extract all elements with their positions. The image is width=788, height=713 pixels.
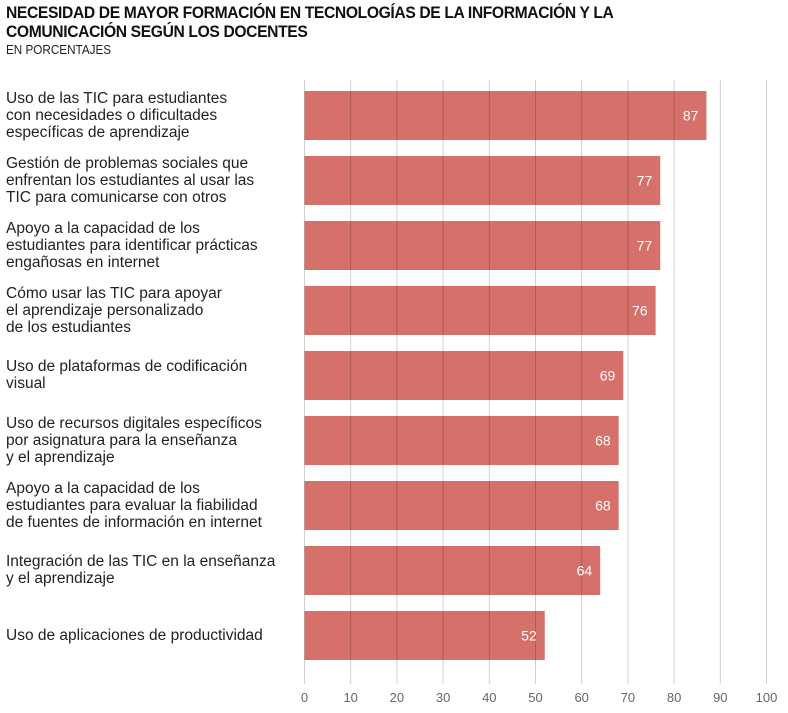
x-tick-label: 50 [528, 690, 542, 705]
category-label: Uso de aplicaciones de productividad [6, 610, 301, 660]
x-tick-label: 40 [482, 690, 496, 705]
category-label: Uso de recursos digitales específicos por… [6, 414, 301, 466]
bar [304, 481, 619, 530]
data-label: 69 [600, 368, 616, 384]
bar [304, 286, 656, 335]
bar [304, 156, 661, 205]
data-label: 76 [632, 303, 648, 319]
bar [304, 546, 601, 595]
category-label-text: Uso de recursos digitales específicos por… [6, 414, 262, 466]
x-tick-label: 100 [756, 690, 778, 705]
category-label-text: Gestión de problemas sociales que enfrent… [6, 154, 255, 206]
data-label: 52 [521, 628, 537, 644]
x-tick-label: 70 [621, 690, 635, 705]
data-label: 87 [683, 108, 699, 124]
category-label: Cómo usar las TIC para apoyar el aprendiz… [6, 284, 301, 336]
x-tick-label: 80 [667, 690, 681, 705]
category-label-text: Integración de las TIC en la enseñanza y … [6, 553, 276, 587]
category-label: Gestión de problemas sociales que enfrent… [6, 154, 301, 206]
category-label-text: Uso de aplicaciones de productividad [6, 626, 263, 644]
category-label-text: Uso de las TIC para estudiantes con neces… [6, 89, 228, 141]
category-label-text: Uso de plataformas de codificación visual [6, 358, 248, 392]
category-label-text: Apoyo a la capacidad de los estudiantes p… [6, 219, 258, 271]
category-label: Uso de plataformas de codificación visual [6, 350, 301, 400]
bar [304, 221, 661, 270]
bar [304, 351, 624, 400]
bar [304, 611, 545, 660]
x-tick-label: 60 [574, 690, 588, 705]
category-label: Apoyo a la capacidad de los estudiantes p… [6, 219, 301, 271]
bar [304, 416, 619, 465]
data-label: 68 [595, 498, 611, 514]
category-label-text: Apoyo a la capacidad de los estudiantes p… [6, 479, 262, 531]
category-label: Apoyo a la capacidad de los estudiantes p… [6, 479, 301, 531]
x-tick-label: 20 [390, 690, 404, 705]
x-tick-label: 90 [713, 690, 727, 705]
category-label: Integración de las TIC en la enseñanza y … [6, 545, 301, 595]
chart-title: NECESIDAD DE MAYOR FORMACIÓN EN TECNOLOG… [6, 3, 613, 41]
x-tick-label: 10 [343, 690, 357, 705]
chart-subtitle: EN PORCENTAJES [6, 42, 112, 57]
data-label: 77 [637, 238, 653, 254]
data-label: 68 [595, 433, 611, 449]
category-label-text: Cómo usar las TIC para apoyar el aprendiz… [6, 284, 222, 336]
data-label: 64 [577, 563, 593, 579]
x-tick-label: 30 [436, 690, 450, 705]
bar [304, 91, 707, 140]
x-tick-label: 0 [301, 690, 308, 705]
data-label: 77 [637, 173, 653, 189]
category-label: Uso de las TIC para estudiantes con neces… [6, 89, 301, 141]
